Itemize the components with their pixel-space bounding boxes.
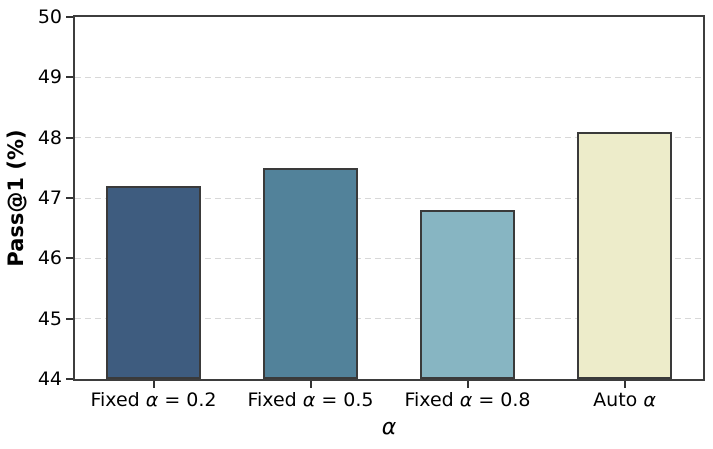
plot-area <box>73 15 705 381</box>
gridline-y49 <box>75 76 703 78</box>
bar-1 <box>263 167 358 379</box>
y-tick-mark-45 <box>66 317 73 320</box>
gridline-y48 <box>75 137 703 139</box>
x-tick-mark-0 <box>152 381 155 388</box>
x-tick-mark-2 <box>466 381 469 388</box>
y-tick-label-49: 49 <box>37 66 62 89</box>
gridline-y45 <box>75 318 703 320</box>
y-tick-mark-50 <box>66 16 73 18</box>
y-tick-mark-44 <box>66 378 73 380</box>
y-tick-mark-48 <box>66 136 73 139</box>
bar-2 <box>420 210 515 379</box>
x-tick-label-0: Fixed α = 0.2 <box>90 389 217 411</box>
y-tick-label-48: 48 <box>37 126 62 149</box>
y-tick-label-47: 47 <box>37 187 62 209</box>
y-tick-mark-47 <box>66 197 73 199</box>
gridline-y47 <box>75 197 703 199</box>
y-tick-label-44: 44 <box>37 368 62 390</box>
y-tick-mark-46 <box>66 257 73 260</box>
y-tick-label-46: 46 <box>37 247 62 270</box>
y-tick-label-50: 50 <box>37 6 62 28</box>
bar-0 <box>106 185 201 379</box>
x-tick-mark-1 <box>309 381 312 388</box>
x-tick-label-1: Fixed α = 0.5 <box>247 389 374 411</box>
x-axis-label: α <box>381 415 397 440</box>
gridline-y46 <box>75 257 703 259</box>
y-tick-mark-49 <box>66 76 73 79</box>
x-tick-label-3: Auto α <box>593 389 656 411</box>
x-tick-mark-3 <box>623 381 626 388</box>
bar-3 <box>577 131 672 379</box>
y-tick-label-45: 45 <box>37 307 62 330</box>
x-tick-label-2: Fixed α = 0.8 <box>404 389 531 411</box>
